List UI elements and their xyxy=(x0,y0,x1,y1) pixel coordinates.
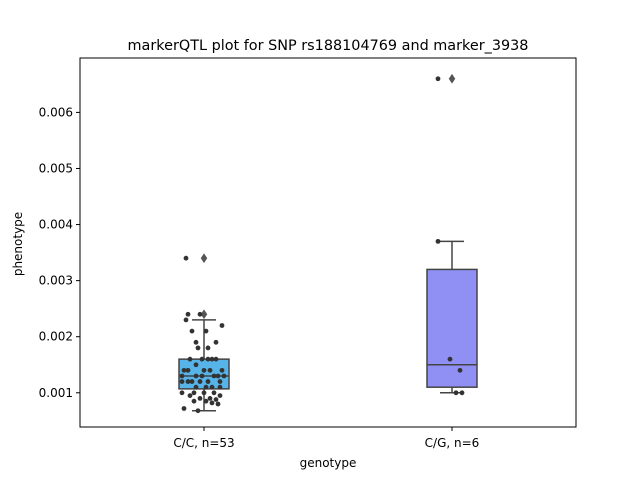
data-point xyxy=(179,373,185,379)
data-point xyxy=(209,400,215,406)
data-point xyxy=(189,379,195,384)
data-point xyxy=(185,379,191,384)
data-point xyxy=(201,367,207,373)
y-tick-label: 0.004 xyxy=(39,218,73,232)
data-point xyxy=(215,401,221,407)
y-tick-label: 0.005 xyxy=(39,161,73,175)
data-point xyxy=(181,367,187,373)
data-point xyxy=(185,311,191,317)
outlier-marker xyxy=(200,309,208,320)
y-tick-label: 0.006 xyxy=(39,105,73,119)
data-point xyxy=(447,356,453,362)
data-point xyxy=(213,397,219,402)
data-point xyxy=(187,393,193,398)
data-point xyxy=(209,384,215,390)
data-point xyxy=(191,398,197,404)
data-point xyxy=(209,356,215,362)
data-point xyxy=(195,408,201,414)
y-axis-label: phenotype xyxy=(11,212,25,276)
data-point xyxy=(181,406,187,411)
data-point xyxy=(211,390,217,396)
data-point xyxy=(211,373,217,379)
data-point xyxy=(459,390,465,396)
data-point xyxy=(183,255,189,261)
data-point xyxy=(183,317,189,323)
y-tick-label: 0.001 xyxy=(39,386,73,400)
data-point xyxy=(207,367,213,373)
data-point xyxy=(201,390,207,396)
data-point xyxy=(187,356,193,362)
y-tick-label: 0.003 xyxy=(39,274,73,288)
data-point xyxy=(191,390,197,396)
x-axis-label: genotype xyxy=(300,456,357,470)
data-point xyxy=(203,398,209,404)
chart-title: markerQTL plot for SNP rs188104769 and m… xyxy=(128,38,529,54)
data-point xyxy=(199,356,205,362)
data-point xyxy=(457,367,463,373)
data-point xyxy=(193,339,199,345)
x-tick-label: C/G, n=6 xyxy=(425,436,480,450)
data-point xyxy=(193,373,199,379)
data-point xyxy=(205,356,211,362)
data-point xyxy=(219,323,225,328)
data-point xyxy=(193,384,199,390)
plot-frame xyxy=(79,57,577,428)
data-point xyxy=(217,379,223,384)
data-point xyxy=(197,379,203,384)
data-point xyxy=(203,328,209,334)
data-point xyxy=(221,373,227,379)
data-point xyxy=(203,384,209,390)
data-point xyxy=(435,238,441,244)
data-point xyxy=(205,379,211,384)
data-point xyxy=(219,367,225,373)
y-axis: 0.001 0.002 0.003 0.004 0.005 0.006 xyxy=(39,105,80,400)
data-point xyxy=(185,367,191,373)
data-point xyxy=(189,328,195,334)
plot-area xyxy=(178,73,478,414)
box-iqr xyxy=(178,358,230,390)
data-point xyxy=(179,379,185,384)
data-point xyxy=(195,345,201,351)
x-tick-label: C/C, n=53 xyxy=(173,436,234,450)
outlier-marker xyxy=(200,253,208,264)
data-point xyxy=(217,384,223,390)
data-point xyxy=(217,393,223,398)
box-group xyxy=(178,253,230,414)
data-point xyxy=(197,311,203,317)
data-point xyxy=(453,390,459,396)
data-point xyxy=(215,373,221,379)
data-point xyxy=(205,345,211,351)
data-point xyxy=(197,395,203,401)
data-point xyxy=(179,390,185,396)
y-tick-label: 0.002 xyxy=(39,330,73,344)
data-point xyxy=(435,76,441,82)
outlier-marker xyxy=(448,73,456,84)
data-point xyxy=(199,373,205,379)
data-point xyxy=(193,362,199,368)
box-iqr xyxy=(426,268,478,388)
data-point xyxy=(213,356,219,362)
data-point xyxy=(213,339,219,345)
data-point xyxy=(207,395,213,401)
x-axis: C/C, n=53 C/G, n=6 xyxy=(173,427,479,450)
box-group xyxy=(426,73,478,396)
